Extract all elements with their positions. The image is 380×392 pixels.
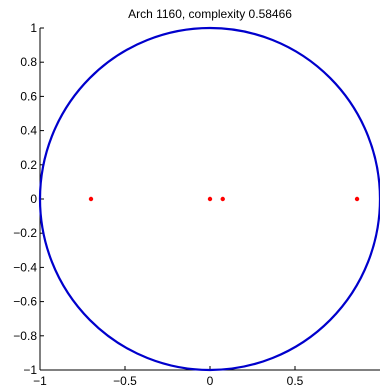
y-tick-label: 0: [30, 192, 37, 206]
y-tick-label: −0.8: [13, 329, 37, 343]
data-point: [354, 196, 360, 202]
y-tick-label: −0.2: [13, 226, 37, 240]
data-point: [207, 196, 213, 202]
y-tick-label: 1: [30, 21, 37, 35]
x-tick-label: −0.5: [113, 374, 137, 388]
x-tick-label: −1: [33, 374, 47, 388]
y-tick-label: 0.6: [20, 89, 37, 103]
x-tick-label: 0.5: [287, 374, 304, 388]
y-tick-label: 0.2: [20, 158, 37, 172]
chart-title: Arch 1160, complexity 0.58466: [128, 7, 292, 21]
y-tick-label: 0.4: [20, 124, 37, 138]
unit-circle: [38, 26, 380, 372]
data-point: [88, 196, 94, 202]
y-tick-label: −0.6: [13, 295, 37, 309]
y-tick-label: −0.4: [13, 260, 37, 274]
plot-area: −1 −0.5 0 0.5 −1 −0.8 −0.6 −0.4 −0.2 0 0.2 0.4 0.6 0.…: [13, 21, 380, 388]
y-tick-label: −1: [23, 363, 37, 377]
x-tick-label: 0: [207, 374, 214, 388]
data-point: [220, 196, 225, 202]
y-tick-label: 0.8: [20, 55, 37, 69]
